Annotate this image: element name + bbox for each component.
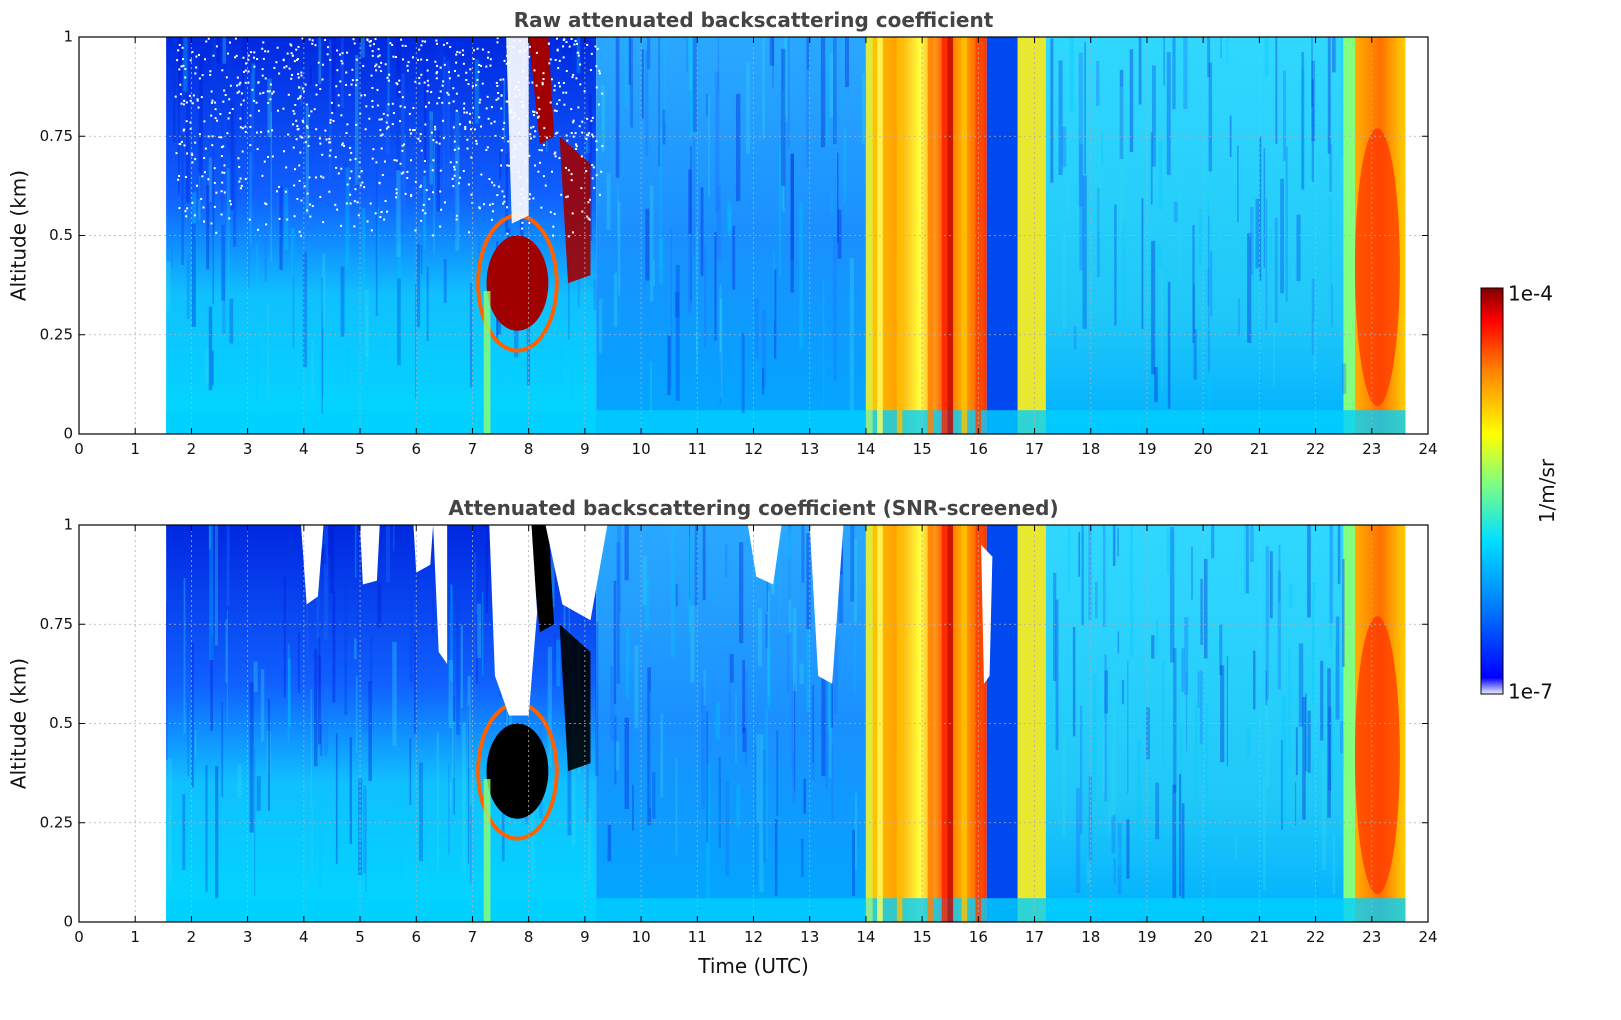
x-tick-label: 19: [1137, 928, 1156, 946]
panel-title: Raw attenuated backscattering coefficien…: [514, 8, 994, 32]
y-tick-label: 1: [63, 516, 73, 534]
x-tick-label: 7: [468, 928, 478, 946]
x-tick-label: 24: [1418, 928, 1437, 946]
y-tick-label: 0: [63, 425, 73, 443]
x-tick-label: 9: [580, 440, 590, 458]
x-tick-label: 4: [299, 440, 309, 458]
y-tick-label: 0: [63, 913, 73, 931]
x-tick-label: 20: [1194, 440, 1213, 458]
y-tick-label: 0.25: [40, 325, 73, 343]
y-axis-label: Altitude (km): [7, 658, 31, 789]
x-tick-label: 10: [632, 928, 651, 946]
x-tick-label: 7: [468, 440, 478, 458]
x-tick-label: 3: [243, 928, 253, 946]
x-tick-label: 12: [744, 928, 763, 946]
colorbar-gradient: [1480, 287, 1504, 695]
x-tick-label: 19: [1137, 440, 1156, 458]
x-tick-label: 15: [913, 928, 932, 946]
colorbar: 1e-4 1e-7 1/m/sr: [1480, 282, 1559, 704]
x-tick-label: 2: [187, 928, 197, 946]
x-tick-label: 0: [74, 928, 84, 946]
y-tick-label: 0.5: [49, 226, 73, 244]
y-axis-label: Altitude (km): [7, 170, 31, 301]
x-tick-label: 10: [632, 440, 651, 458]
x-tick-label: 1: [130, 928, 140, 946]
x-tick-label: 17: [1025, 440, 1044, 458]
x-tick-label: 11: [688, 440, 707, 458]
colorbar-min-label: 1e-7: [1508, 680, 1553, 704]
x-tick-label: 1: [130, 440, 140, 458]
x-tick-label: 24: [1418, 440, 1437, 458]
x-tick-label: 3: [243, 440, 253, 458]
colorbar-max-label: 1e-4: [1508, 282, 1553, 306]
x-tick-label: 16: [969, 440, 988, 458]
x-axis-label: Time (UTC): [697, 954, 809, 978]
panels: 0 1 2 3 4 5 6 7 8 9 10 11 12 13 14 15 16 17 18 19 20 21 22 23 24…: [7, 8, 1438, 978]
x-tick-label: 8: [524, 928, 534, 946]
y-tick-label: 0.25: [40, 813, 73, 831]
x-tick-label: 14: [856, 440, 875, 458]
y-tick-label: 0.5: [49, 714, 73, 732]
y-tick-label: 0.75: [40, 127, 73, 145]
x-tick-label: 6: [411, 928, 421, 946]
x-tick-label: 0: [74, 440, 84, 458]
y-tick-label: 0.75: [40, 615, 73, 633]
x-tick-label: 23: [1362, 440, 1381, 458]
y-tick-label: 1: [63, 28, 73, 46]
x-tick-label: 14: [856, 928, 875, 946]
x-tick-label: 15: [913, 440, 932, 458]
panel-2: 0 1 2 3 4 5 6 7 8 9 10 11 12 13 14 15 16 17 18 19 20 21 22 23 24…: [7, 496, 1438, 978]
x-tick-label: 5: [355, 928, 365, 946]
x-tick-label: 22: [1306, 440, 1325, 458]
x-tick-label: 16: [969, 928, 988, 946]
panel-1: 0 1 2 3 4 5 6 7 8 9 10 11 12 13 14 15 16 17 18 19 20 21 22 23 24…: [7, 8, 1438, 458]
colorbar-unit-label: 1/m/sr: [1535, 458, 1559, 523]
x-tick-label: 18: [1081, 928, 1100, 946]
x-tick-label: 13: [800, 928, 819, 946]
x-tick-label: 20: [1194, 928, 1213, 946]
x-tick-label: 9: [580, 928, 590, 946]
panel-title: Attenuated backscattering coefficient (S…: [448, 496, 1058, 520]
x-tick-label: 23: [1362, 928, 1381, 946]
x-tick-label: 2: [187, 440, 197, 458]
x-tick-label: 11: [688, 928, 707, 946]
x-tick-label: 17: [1025, 928, 1044, 946]
x-tick-label: 18: [1081, 440, 1100, 458]
x-tick-label: 8: [524, 440, 534, 458]
x-tick-label: 13: [800, 440, 819, 458]
x-tick-label: 5: [355, 440, 365, 458]
x-tick-label: 6: [411, 440, 421, 458]
x-tick-label: 4: [299, 928, 309, 946]
x-tick-label: 22: [1306, 928, 1325, 946]
x-tick-label: 21: [1250, 928, 1269, 946]
x-tick-label: 12: [744, 440, 763, 458]
x-tick-label: 21: [1250, 440, 1269, 458]
